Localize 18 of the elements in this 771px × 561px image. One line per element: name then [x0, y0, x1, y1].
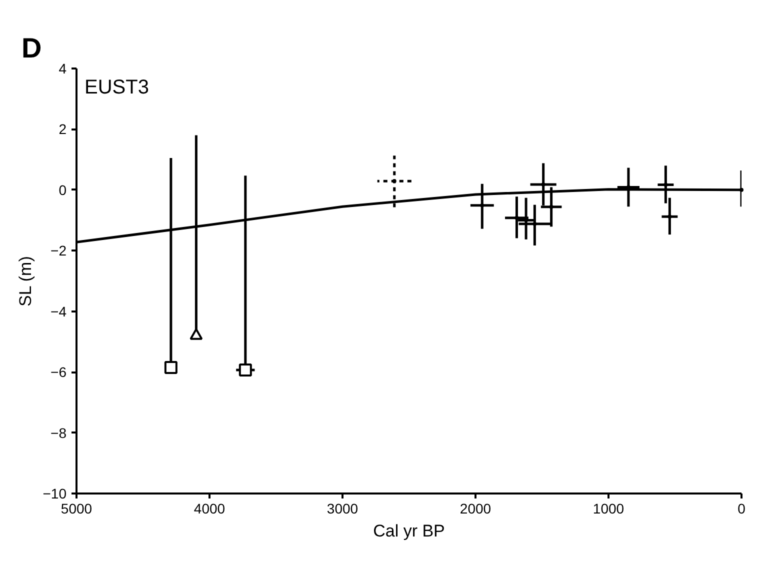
y-tick-label: −6 — [50, 364, 67, 380]
x-tick-label: 5000 — [60, 500, 92, 516]
y-tick-label: −10 — [42, 486, 67, 502]
y-tick-label: 4 — [58, 60, 67, 76]
x-axis-title: Cal yr BP — [373, 522, 445, 540]
annotation: EUST3 — [84, 76, 149, 98]
y-tick-label: −8 — [50, 424, 67, 441]
x-tick-label: 4000 — [194, 500, 226, 516]
x-tick-label: 1000 — [592, 500, 624, 516]
y-axis-title: SL (m) — [16, 256, 35, 306]
x-tick-label: 0 — [738, 500, 746, 516]
x-tick-label: 3000 — [326, 500, 358, 516]
x-tick-label: 2000 — [460, 500, 492, 516]
y-tick-label: −2 — [50, 242, 67, 259]
y-tick-label: 2 — [58, 121, 67, 138]
y-tick-label: 0 — [58, 182, 67, 198]
chart-title: D — [22, 32, 42, 64]
y-tick-label: −4 — [50, 303, 67, 320]
